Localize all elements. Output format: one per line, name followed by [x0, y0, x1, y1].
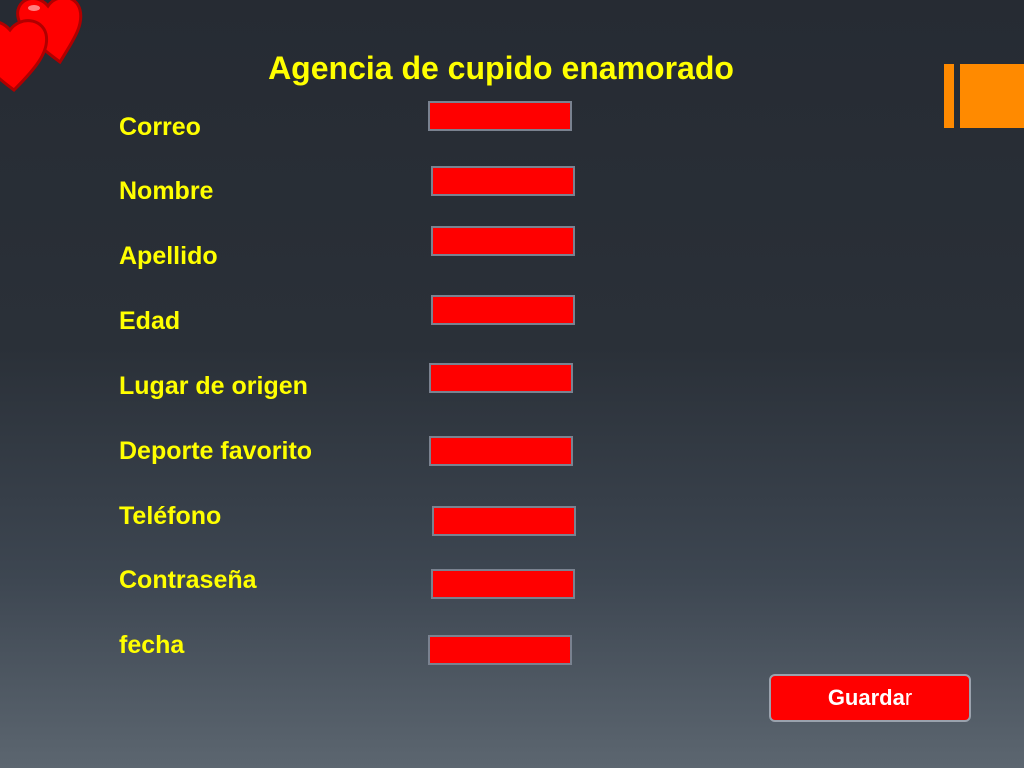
label-telefono: Teléfono [119, 502, 222, 530]
fecha-field[interactable] [428, 635, 572, 665]
orange-accent-block [960, 64, 1024, 128]
orange-accent-bar [944, 64, 954, 128]
label-nombre: Nombre [119, 177, 214, 205]
save-button-label: Guarda [827, 685, 905, 710]
telefono-field[interactable] [432, 506, 576, 536]
label-correo: Correo [119, 113, 201, 141]
label-lugar-de-origen: Lugar de origen [119, 372, 308, 400]
save-button[interactable]: Guardar [769, 674, 971, 722]
label-deporte-favorito: Deporte favorito [119, 437, 313, 465]
lugar-de-origen-field[interactable] [429, 363, 573, 393]
contrasena-field[interactable] [431, 569, 575, 599]
deporte-favorito-field[interactable] [429, 436, 573, 466]
orange-accent-decoration [944, 64, 1024, 128]
label-contrasena: Contraseña [119, 566, 257, 594]
nombre-field[interactable] [431, 166, 575, 196]
edad-field[interactable] [431, 295, 575, 325]
apellido-field[interactable] [431, 226, 575, 256]
label-fecha: fecha [119, 631, 185, 659]
correo-field[interactable] [428, 101, 572, 131]
label-edad: Edad [119, 307, 181, 335]
hearts-icon [0, 0, 83, 92]
front-heart-icon [0, 19, 49, 92]
save-button-label-end: r [904, 685, 913, 710]
page-title: Agencia de cupido enamorado [268, 50, 734, 86]
label-apellido: Apellido [119, 242, 218, 270]
